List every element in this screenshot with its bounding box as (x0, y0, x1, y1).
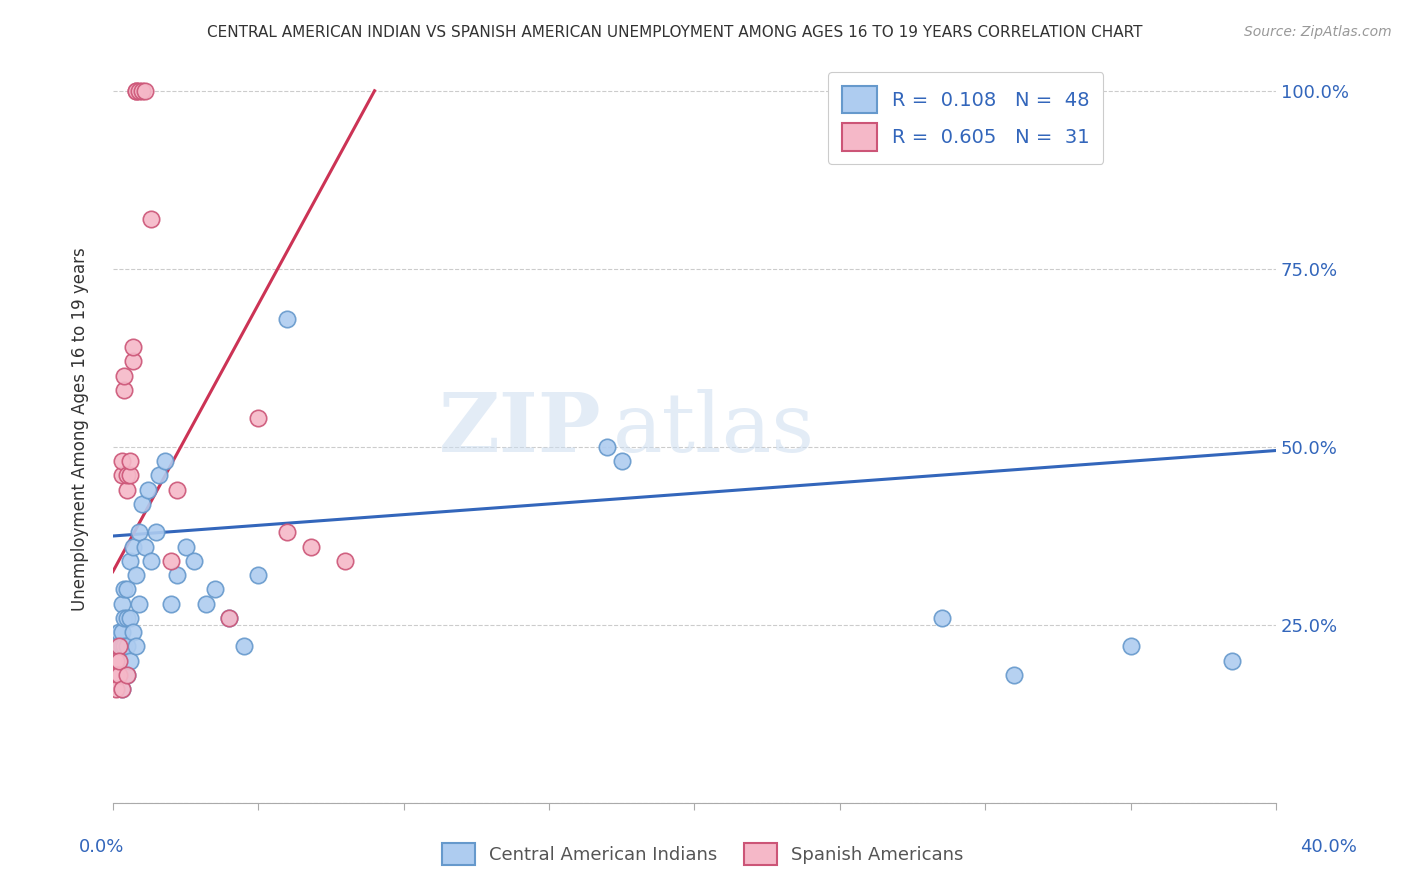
Point (610, 454, 633, 468)
Point (120, 454, 142, 468)
Point (110, 640, 132, 654)
Point (125, 84, 148, 98)
Point (117, 611, 139, 625)
Point (125, 84, 148, 98)
Point (160, 597, 183, 611)
Point (107, 668, 129, 682)
Text: CENTRAL AMERICAN INDIAN VS SPANISH AMERICAN UNEMPLOYMENT AMONG AGES 16 TO 19 YEA: CENTRAL AMERICAN INDIAN VS SPANISH AMERI… (207, 25, 1143, 40)
Point (145, 525, 167, 540)
Point (128, 597, 150, 611)
Point (114, 368, 136, 383)
Point (136, 483, 159, 497)
Point (139, 212, 162, 227)
Point (204, 582, 226, 597)
Legend: R =  0.108   N =  48, R =  0.605   N =  31: R = 0.108 N = 48, R = 0.605 N = 31 (828, 72, 1104, 164)
Point (104, 682, 127, 697)
Point (110, 597, 132, 611)
Point (122, 354, 145, 368)
Point (110, 682, 132, 697)
Point (114, 611, 136, 625)
Point (104, 668, 127, 682)
Point (335, 554, 357, 568)
Point (114, 383, 136, 397)
Point (128, 84, 150, 98)
Point (122, 340, 145, 354)
Point (160, 554, 183, 568)
Point (148, 468, 170, 483)
Point (183, 554, 205, 568)
Point (1002, 668, 1025, 682)
Point (114, 640, 136, 654)
Point (139, 554, 162, 568)
Point (122, 625, 145, 640)
Point (166, 483, 188, 497)
Point (117, 640, 139, 654)
Point (110, 454, 132, 468)
Point (596, 440, 619, 454)
Point (276, 525, 298, 540)
Point (128, 525, 150, 540)
Point (232, 640, 254, 654)
Point (117, 668, 139, 682)
Y-axis label: Unemployment Among Ages 16 to 19 years: Unemployment Among Ages 16 to 19 years (72, 247, 89, 611)
Point (110, 625, 132, 640)
Point (107, 625, 129, 640)
Point (114, 582, 136, 597)
Point (299, 540, 322, 554)
Point (107, 668, 129, 682)
Point (125, 568, 148, 582)
Point (117, 468, 139, 483)
Point (276, 311, 298, 326)
Point (107, 654, 129, 668)
Point (134, 540, 156, 554)
Point (104, 640, 127, 654)
Point (107, 654, 129, 668)
Point (131, 497, 153, 511)
Point (1119, 640, 1142, 654)
Text: ZIP: ZIP (439, 389, 602, 469)
Point (120, 611, 142, 625)
Point (153, 454, 176, 468)
Point (134, 84, 156, 98)
Point (117, 668, 139, 682)
Text: atlas: atlas (613, 389, 815, 469)
Point (247, 568, 270, 582)
Text: 40.0%: 40.0% (1301, 838, 1357, 855)
Point (110, 468, 132, 483)
Point (247, 411, 270, 425)
Point (125, 640, 148, 654)
Point (120, 468, 142, 483)
Point (1220, 654, 1243, 668)
Point (120, 554, 142, 568)
Point (117, 483, 139, 497)
Point (931, 611, 953, 625)
Point (122, 540, 145, 554)
Point (218, 611, 240, 625)
Text: 0.0%: 0.0% (79, 838, 124, 855)
Point (104, 654, 127, 668)
Point (218, 611, 240, 625)
Point (194, 597, 217, 611)
Point (104, 654, 127, 668)
Point (131, 84, 153, 98)
Legend: Central American Indians, Spanish Americans: Central American Indians, Spanish Americ… (434, 836, 972, 872)
Point (117, 582, 139, 597)
Point (166, 568, 188, 582)
Point (120, 654, 142, 668)
Point (107, 640, 129, 654)
Point (174, 540, 197, 554)
Text: Source: ZipAtlas.com: Source: ZipAtlas.com (1244, 25, 1392, 39)
Point (110, 682, 132, 697)
